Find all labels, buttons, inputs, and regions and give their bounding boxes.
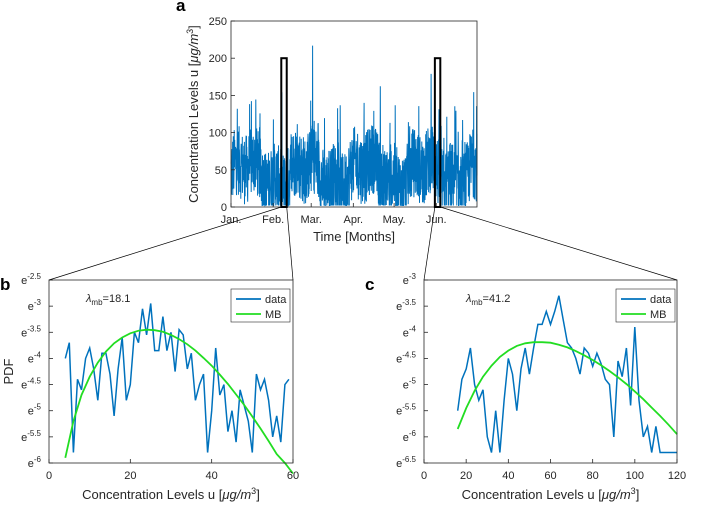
x-tick-label: 0: [46, 470, 52, 482]
y-tick-label: e-6.5: [396, 455, 416, 470]
legend-box: [230, 288, 291, 323]
y-tick-label: e-3.5: [21, 324, 41, 339]
lambda-annotation: λmb=41.2: [465, 293, 510, 307]
x-tick-label: 120: [668, 470, 686, 482]
series-concentration-line: [230, 45, 478, 208]
highlight-window-1: [280, 57, 288, 209]
panel-a-time-series: 0 50 100 150 200 250 Jan. Feb. Mar. Apr. May. Jun. T…: [176, 0, 478, 244]
y-tick-label: e-6: [28, 455, 42, 470]
x-axis-label: Time [Months]: [313, 229, 395, 244]
legend-label-mb: MB: [265, 309, 282, 321]
x-tick-label: May.: [383, 214, 406, 226]
legend-label-data: data: [265, 294, 287, 306]
x-tick-label: 80: [587, 470, 599, 482]
panel-c-pdf: 0 20 40 60 80 100 120 e-3 e-3.5 e-4 e-4.5 e-5 e-5.5 e…: [365, 272, 686, 502]
y-tick-label: e-3: [28, 298, 42, 313]
y-tick-label: 0: [221, 202, 227, 214]
series-mb-fit-line: [456, 341, 678, 435]
x-tick-label: Apr.: [344, 214, 364, 226]
y-tick-label: 150: [209, 90, 227, 102]
x-tick-label: 20: [124, 470, 136, 482]
y-tick-label: e-6: [403, 429, 417, 444]
legend-box: [615, 288, 676, 323]
y-tick-label: e-5.5: [396, 403, 416, 418]
panel-label-b: b: [0, 275, 10, 294]
y-tick-label: e-3: [403, 272, 417, 287]
x-tick-label: Jan.: [221, 214, 242, 226]
x-tick-label: Jun.: [426, 214, 447, 226]
panel-a-axes-box: [230, 20, 478, 208]
x-axis-label: Concentration Levels u [μg/m3]: [82, 486, 260, 502]
y-tick-label: e-4.5: [21, 377, 41, 392]
zoom-connector-lines: [48, 206, 678, 281]
y-tick-label: 50: [215, 165, 227, 177]
series-mb-fit-line: [64, 328, 294, 475]
connector-c-left: [423, 206, 436, 281]
x-tick-label: 60: [287, 470, 299, 482]
panel-label-a: a: [176, 0, 186, 15]
y-tick-label: e-5: [403, 377, 417, 392]
y-tick-label: e-4: [403, 324, 417, 339]
y-tick-label: e-2.5: [21, 272, 41, 287]
y-tick-label: e-3.5: [396, 298, 416, 313]
legend-label-mb: MB: [650, 309, 667, 321]
x-tick-label: 40: [502, 470, 514, 482]
connector-b-right: [286, 206, 294, 281]
panel-label-c: c: [365, 275, 374, 294]
legend-label-data: data: [650, 294, 672, 306]
series-data-line: [456, 295, 677, 454]
y-axis-label: PDF: [1, 358, 16, 384]
y-axis-label: Concentration Levels u [μg/m3]: [185, 25, 201, 203]
x-tick-label: 40: [206, 470, 218, 482]
x-tick-label: 100: [626, 470, 644, 482]
x-axis-label: Concentration Levels u [μg/m3]: [462, 486, 640, 502]
y-tick-label: 200: [209, 53, 227, 65]
y-tick-label: e-5.5: [21, 429, 41, 444]
series-data-line: [64, 303, 290, 453]
x-tick-label: 20: [460, 470, 472, 482]
highlight-window-2: [433, 57, 442, 209]
lambda-annotation: λmb=18.1: [85, 293, 130, 307]
connector-c-right: [440, 206, 678, 281]
y-tick-label: e-5: [28, 403, 42, 418]
panel-b-pdf: 0 20 40 60 e-2.5 e-3 e-3.5 e-4 e-4.5 e-5 e-5.5 e-6 C…: [0, 272, 299, 502]
x-tick-label: 0: [421, 470, 427, 482]
x-tick-label: 60: [544, 470, 556, 482]
x-tick-label: Feb.: [262, 214, 284, 226]
connector-b-left: [48, 206, 282, 281]
x-tick-label: Mar.: [300, 214, 321, 226]
y-tick-label: 100: [209, 128, 227, 140]
axes-box: [48, 279, 294, 464]
y-tick-label: 250: [209, 16, 227, 28]
y-tick-label: e-4.5: [396, 350, 416, 365]
y-tick-label: e-4: [28, 350, 42, 365]
